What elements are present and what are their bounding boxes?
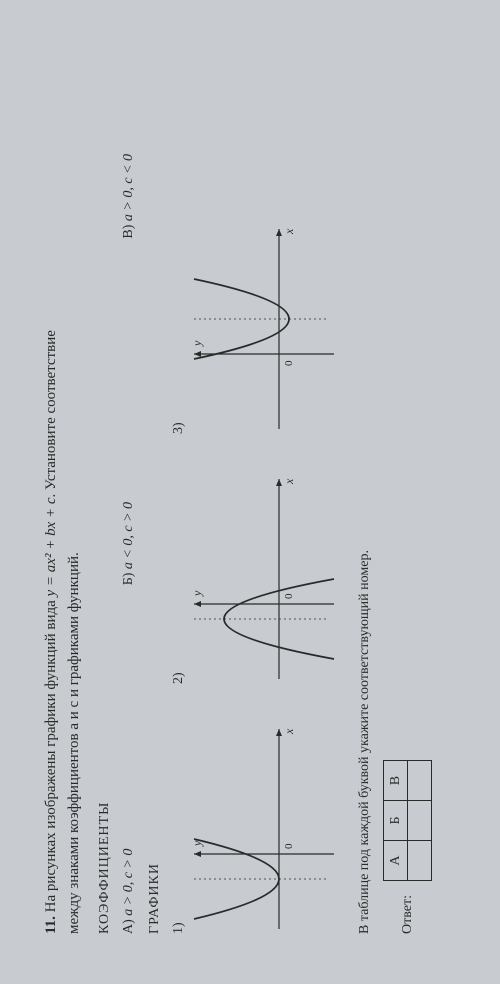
answer-header-b: Б	[384, 801, 408, 841]
coeff-a: А) a > 0, c > 0	[121, 849, 137, 934]
answer-header-v: В	[384, 761, 408, 801]
problem-statement: 11. На рисунках изображены графики функц…	[40, 50, 85, 934]
y-arrow-icon	[194, 601, 201, 607]
x-label: x	[282, 478, 296, 485]
y-arrow-icon	[194, 851, 201, 857]
problem-formula: y = ax² + bx + c	[43, 497, 59, 596]
table-instruction: В таблице под каждой буквой укажите соот…	[357, 50, 373, 934]
answer-table: А Б В	[383, 760, 432, 881]
graph-1-number: 1)	[171, 724, 187, 934]
problem-text-1a: На рисунках изображены графики функций в…	[43, 596, 59, 912]
y-label: y	[190, 340, 204, 347]
problem-text-2: между знаками коэффициентов a и c и граф…	[66, 552, 82, 934]
answer-cell-a[interactable]	[408, 841, 432, 881]
graph-1: 1) x y 0	[171, 724, 339, 934]
answer-cell-v[interactable]	[408, 761, 432, 801]
problem-number: 11.	[43, 916, 59, 934]
coeff-b: Б) a < 0, c > 0	[121, 502, 137, 585]
answer-row: Ответ: А Б В	[383, 50, 432, 934]
graph-3-number: 3)	[171, 224, 187, 434]
answer-label: Ответ:	[400, 895, 416, 934]
origin-label: 0	[283, 593, 295, 599]
origin-label: 0	[283, 360, 295, 366]
graph-2: 2) x y 0	[171, 474, 339, 684]
coeff-a-label: А)	[121, 919, 136, 934]
answer-header-a: А	[384, 841, 408, 881]
coeff-a-expr: a > 0, c > 0	[121, 849, 136, 916]
graph-3-svg: x y 0	[189, 224, 339, 434]
graph-1-svg: x y 0	[189, 724, 339, 934]
y-arrow-icon	[194, 351, 201, 357]
parabola-curve	[194, 839, 279, 919]
y-label: y	[190, 590, 204, 597]
graph-2-number: 2)	[171, 474, 187, 684]
page-content: 11. На рисунках изображены графики функц…	[0, 0, 500, 984]
graphs-heading: ГРАФИКИ	[147, 50, 163, 934]
graphs-row: 1) x y 0 2) x	[171, 50, 339, 934]
answer-cell-b[interactable]	[408, 801, 432, 841]
coeff-b-label: Б)	[121, 573, 136, 586]
graph-3: 3) x y 0	[171, 224, 339, 434]
coeff-v: В) a > 0, c < 0	[121, 154, 137, 239]
coeff-b-expr: a < 0, c > 0	[121, 502, 136, 569]
coefficients-row: А) a > 0, c > 0 Б) a < 0, c > 0 В) a > 0…	[121, 154, 137, 934]
x-label: x	[282, 728, 296, 735]
x-label: x	[282, 228, 296, 235]
origin-label: 0	[283, 843, 295, 849]
coeff-v-label: В)	[121, 225, 136, 239]
coeff-v-expr: a > 0, c < 0	[121, 154, 136, 221]
problem-text-1b: . Установите соответствие	[43, 330, 59, 497]
coefficients-heading: КОЭФФИЦИЕНТЫ	[97, 50, 113, 934]
graph-2-svg: x y 0	[189, 474, 339, 684]
